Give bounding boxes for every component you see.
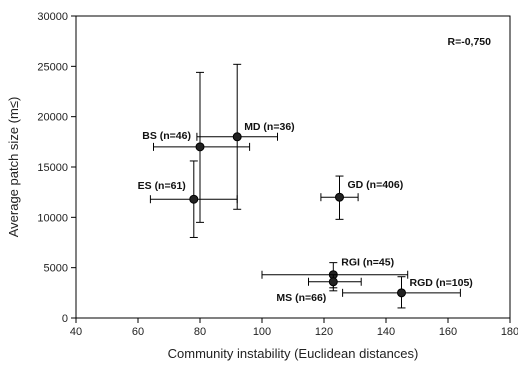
data-marker — [397, 288, 406, 298]
data-point: BS (n=46) — [142, 71, 251, 223]
data-point: ES (n=61) — [138, 160, 238, 238]
data-point: GD (n=406) — [320, 175, 404, 220]
x-tick-label: 80 — [194, 326, 206, 338]
data-point: RGD (n=105) — [342, 276, 473, 309]
x-tick-label: 40 — [70, 326, 82, 338]
x-tick-label: 120 — [315, 326, 333, 338]
x-axis-label: Community instability (Euclidean distanc… — [168, 346, 419, 361]
correlation-annotation: R=-0,750 — [448, 36, 492, 48]
y-tick-label: 15000 — [37, 162, 68, 174]
x-tick-label: 160 — [439, 326, 457, 338]
y-tick-label: 25000 — [37, 61, 68, 73]
y-ticks: 0 5000 10000 15000 20000 25000 30000 — [37, 11, 76, 325]
plot-frame — [75, 15, 511, 319]
y-tick-label: 20000 — [37, 112, 68, 124]
data-marker — [189, 194, 199, 204]
point-label: RGI (n=45) — [341, 257, 394, 269]
point-label: MS (n=66) — [276, 292, 326, 304]
point-label: RGD (n=105) — [410, 277, 473, 289]
y-tick-label: 0 — [62, 313, 68, 325]
y-tick-label: 10000 — [37, 212, 68, 224]
y-axis-label: Average patch size (m≤) — [6, 97, 21, 238]
x-tick-label: 100 — [253, 326, 271, 338]
x-tick-label: 140 — [377, 326, 395, 338]
data-marker — [328, 277, 338, 287]
x-tick-label: 60 — [132, 326, 144, 338]
point-label: MD (n=36) — [244, 121, 294, 133]
x-ticks: 40 60 80 100 120 140 160 180 — [70, 318, 518, 338]
axes — [75, 15, 511, 319]
data-marker — [335, 192, 344, 202]
point-label: BS (n=46) — [142, 130, 191, 142]
data-marker — [232, 132, 242, 142]
point-label: GD (n=406) — [348, 179, 404, 191]
data-point: MS (n=66) — [276, 274, 362, 304]
data-marker — [195, 142, 205, 152]
y-tick-label: 5000 — [44, 263, 68, 275]
y-tick-label: 30000 — [37, 11, 68, 23]
x-tick-label: 180 — [501, 326, 518, 338]
point-label: ES (n=61) — [138, 180, 186, 192]
data-points: BS (n=46) MD (n=36) ES (n=61) GD (n=406) RGI… — [138, 63, 473, 309]
data-point: MD (n=36) — [196, 63, 295, 210]
